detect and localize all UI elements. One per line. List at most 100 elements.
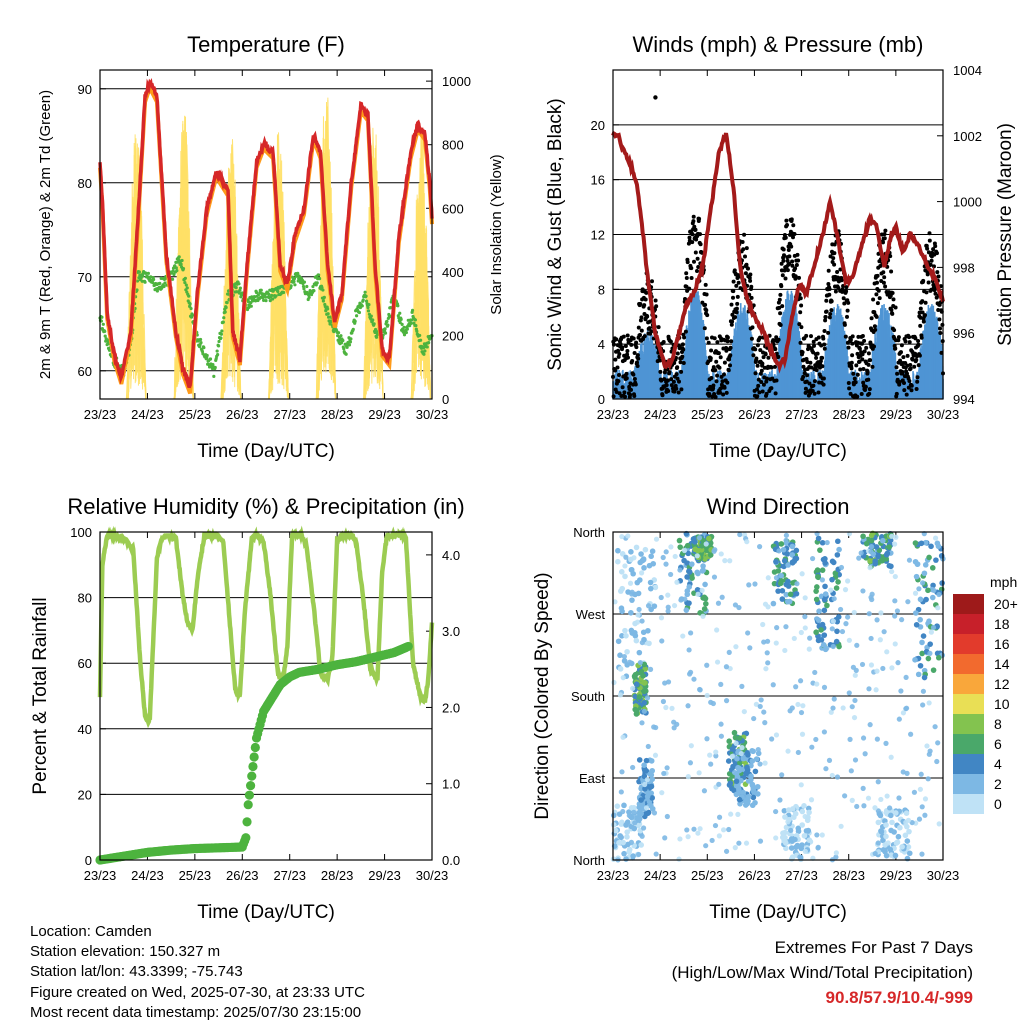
x-tick-label: 29/23: [880, 407, 913, 422]
direction-point: [615, 558, 621, 565]
gust-point: [921, 278, 926, 283]
gust-point: [778, 311, 783, 316]
direction-point: [783, 537, 789, 543]
gust-point: [734, 283, 739, 288]
direction-point: [770, 600, 777, 607]
dewpoint-point: [179, 262, 183, 266]
direction-point: [753, 756, 760, 762]
gust-point: [749, 284, 754, 289]
direction-point: [831, 596, 837, 602]
y2-tick-label: 994: [953, 392, 975, 407]
direction-point: [781, 557, 788, 564]
gust-point: [664, 383, 669, 388]
direction-point: [662, 680, 668, 686]
gust-point: [893, 305, 898, 310]
gust-point: [904, 392, 909, 397]
direction-point: [821, 596, 828, 603]
direction-point: [633, 681, 640, 688]
gust-point: [872, 344, 876, 349]
direction-point: [854, 642, 860, 648]
direction-point: [647, 585, 654, 592]
gust-point: [681, 360, 686, 365]
direction-point: [629, 597, 635, 603]
gust-point: [632, 377, 637, 382]
direction-point: [920, 633, 927, 639]
temp-2m-line: [98, 77, 434, 389]
direction-point: [789, 552, 796, 558]
direction-point: [929, 565, 936, 571]
direction-point: [798, 629, 804, 636]
direction-point: [752, 799, 758, 806]
gust-point: [932, 264, 936, 269]
gust-point: [936, 308, 941, 313]
direction-point: [904, 770, 910, 776]
dewpoint-point: [369, 314, 373, 318]
direction-point: [615, 547, 621, 554]
direction-point: [933, 557, 939, 563]
direction-point: [919, 804, 925, 810]
direction-point: [699, 543, 705, 549]
direction-point: [927, 650, 933, 656]
gust-point: [866, 362, 871, 367]
direction-point: [643, 757, 650, 764]
direction-point: [799, 822, 806, 828]
dewpoint-point: [137, 270, 141, 274]
dewpoint-point: [418, 333, 422, 338]
direction-point: [814, 584, 820, 590]
gust-point: [935, 270, 940, 275]
gust-point: [712, 392, 717, 397]
direction-point: [700, 567, 706, 574]
direction-point: [745, 752, 751, 758]
direction-point: [674, 579, 680, 585]
direction-point: [830, 643, 836, 650]
gust-point: [676, 390, 681, 395]
gust-point: [755, 387, 759, 392]
direction-point: [642, 785, 648, 792]
dewpoint-point: [219, 336, 223, 340]
direction-point: [922, 562, 929, 568]
gust-point: [728, 353, 733, 358]
direction-point: [611, 679, 617, 686]
gust-point: [854, 363, 859, 368]
chart-title: Winds (mph) & Pressure (mb): [633, 32, 924, 57]
direction-point: [636, 757, 643, 763]
gust-point: [790, 259, 795, 264]
gust-point: [902, 388, 907, 393]
gust-point: [678, 360, 683, 365]
direction-point: [648, 772, 655, 778]
direction-point: [703, 600, 709, 607]
direction-point: [823, 766, 829, 772]
gust-point: [843, 334, 848, 339]
gust-point: [926, 280, 931, 285]
direction-point: [622, 573, 628, 580]
direction-point: [896, 795, 902, 801]
direction-point: [718, 733, 724, 739]
gust-point: [709, 348, 714, 353]
gust-point: [789, 217, 794, 222]
gust-point: [731, 289, 736, 294]
dewpoint-point: [410, 318, 414, 322]
y-tick-label: North: [573, 525, 605, 540]
direction-point: [884, 550, 891, 557]
direction-point: [726, 649, 732, 655]
direction-point: [623, 856, 629, 862]
dewpoint-point: [422, 352, 426, 356]
direction-point: [770, 682, 776, 688]
direction-point: [875, 840, 881, 846]
direction-point: [884, 793, 890, 799]
gust-point: [877, 296, 882, 301]
gust-point: [897, 380, 902, 385]
gust-point: [900, 371, 905, 376]
gust-point: [675, 351, 680, 356]
gust-point: [826, 268, 831, 273]
x-tick-label: 27/23: [273, 868, 306, 883]
direction-point: [752, 581, 758, 587]
gust-point: [787, 254, 792, 259]
direction-point: [622, 627, 628, 634]
plot-border: [99, 69, 433, 400]
direction-point: [927, 641, 934, 647]
gust-point: [763, 352, 768, 357]
gust-point: [805, 373, 810, 378]
gust-point: [844, 285, 849, 290]
gust-point: [896, 335, 901, 340]
